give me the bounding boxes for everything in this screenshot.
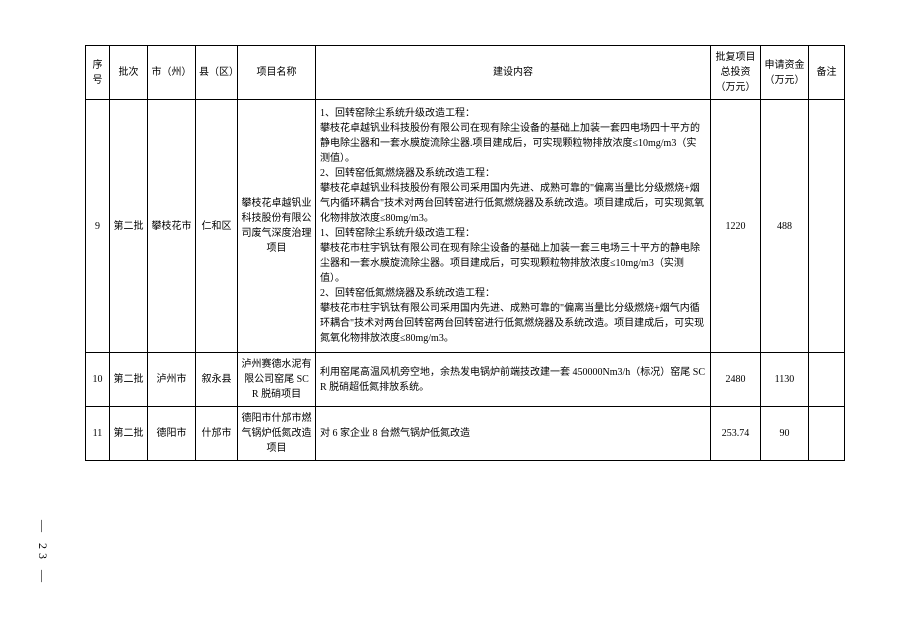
cell-seq: 11 — [86, 407, 110, 461]
cell-investment: 1220 — [711, 100, 761, 353]
cell-seq: 10 — [86, 353, 110, 407]
col-funding: 申请资金（万元） — [761, 46, 809, 100]
cell-content: 利用窑尾高温风机旁空地，余热发电锅炉前端技改建一套 450000Nm3/h（标况… — [316, 353, 711, 407]
cell-city: 泸州市 — [148, 353, 196, 407]
cell-project: 泸州赛德水泥有限公司窑尾 SCR 脱硝项目 — [238, 353, 316, 407]
col-county: 县（区） — [196, 46, 238, 100]
cell-project: 德阳市什邡市燃气锅炉低氮改造项目 — [238, 407, 316, 461]
col-project: 项目名称 — [238, 46, 316, 100]
cell-content: 对 6 家企业 8 台燃气锅炉低氮改造 — [316, 407, 711, 461]
table-row: 10 第二批 泸州市 叙永县 泸州赛德水泥有限公司窑尾 SCR 脱硝项目 利用窑… — [86, 353, 845, 407]
col-remark: 备注 — [809, 46, 845, 100]
cell-remark — [809, 353, 845, 407]
cell-project: 攀枝花卓越钒业科技股份有限公司废气深度治理项目 — [238, 100, 316, 353]
col-seq: 序号 — [86, 46, 110, 100]
cell-county: 仁和区 — [196, 100, 238, 353]
project-table: 序号 批次 市（州） 县（区） 项目名称 建设内容 批复项目总投资（万元） 申请… — [85, 45, 845, 461]
table-row: 9 第二批 攀枝花市 仁和区 攀枝花卓越钒业科技股份有限公司废气深度治理项目 1… — [86, 100, 845, 353]
cell-county: 叙永县 — [196, 353, 238, 407]
cell-remark — [809, 100, 845, 353]
cell-seq: 9 — [86, 100, 110, 353]
cell-remark — [809, 407, 845, 461]
cell-batch: 第二批 — [110, 353, 148, 407]
table-body: 9 第二批 攀枝花市 仁和区 攀枝花卓越钒业科技股份有限公司废气深度治理项目 1… — [86, 100, 845, 461]
col-batch: 批次 — [110, 46, 148, 100]
table-row: 11 第二批 德阳市 什邡市 德阳市什邡市燃气锅炉低氮改造项目 对 6 家企业 … — [86, 407, 845, 461]
cell-funding: 488 — [761, 100, 809, 353]
cell-investment: 253.74 — [711, 407, 761, 461]
cell-funding: 1130 — [761, 353, 809, 407]
col-investment: 批复项目总投资（万元） — [711, 46, 761, 100]
col-content: 建设内容 — [316, 46, 711, 100]
cell-city: 攀枝花市 — [148, 100, 196, 353]
cell-county: 什邡市 — [196, 407, 238, 461]
cell-investment: 2480 — [711, 353, 761, 407]
cell-batch: 第二批 — [110, 100, 148, 353]
cell-content: 1、回转窑除尘系统升级改造工程：攀枝花卓越钒业科技股份有限公司在现有除尘设备的基… — [316, 100, 711, 353]
table-header-row: 序号 批次 市（州） 县（区） 项目名称 建设内容 批复项目总投资（万元） 申请… — [86, 46, 845, 100]
col-city: 市（州） — [148, 46, 196, 100]
cell-batch: 第二批 — [110, 407, 148, 461]
cell-funding: 90 — [761, 407, 809, 461]
cell-city: 德阳市 — [148, 407, 196, 461]
page-number: — 23 — — [35, 520, 50, 586]
